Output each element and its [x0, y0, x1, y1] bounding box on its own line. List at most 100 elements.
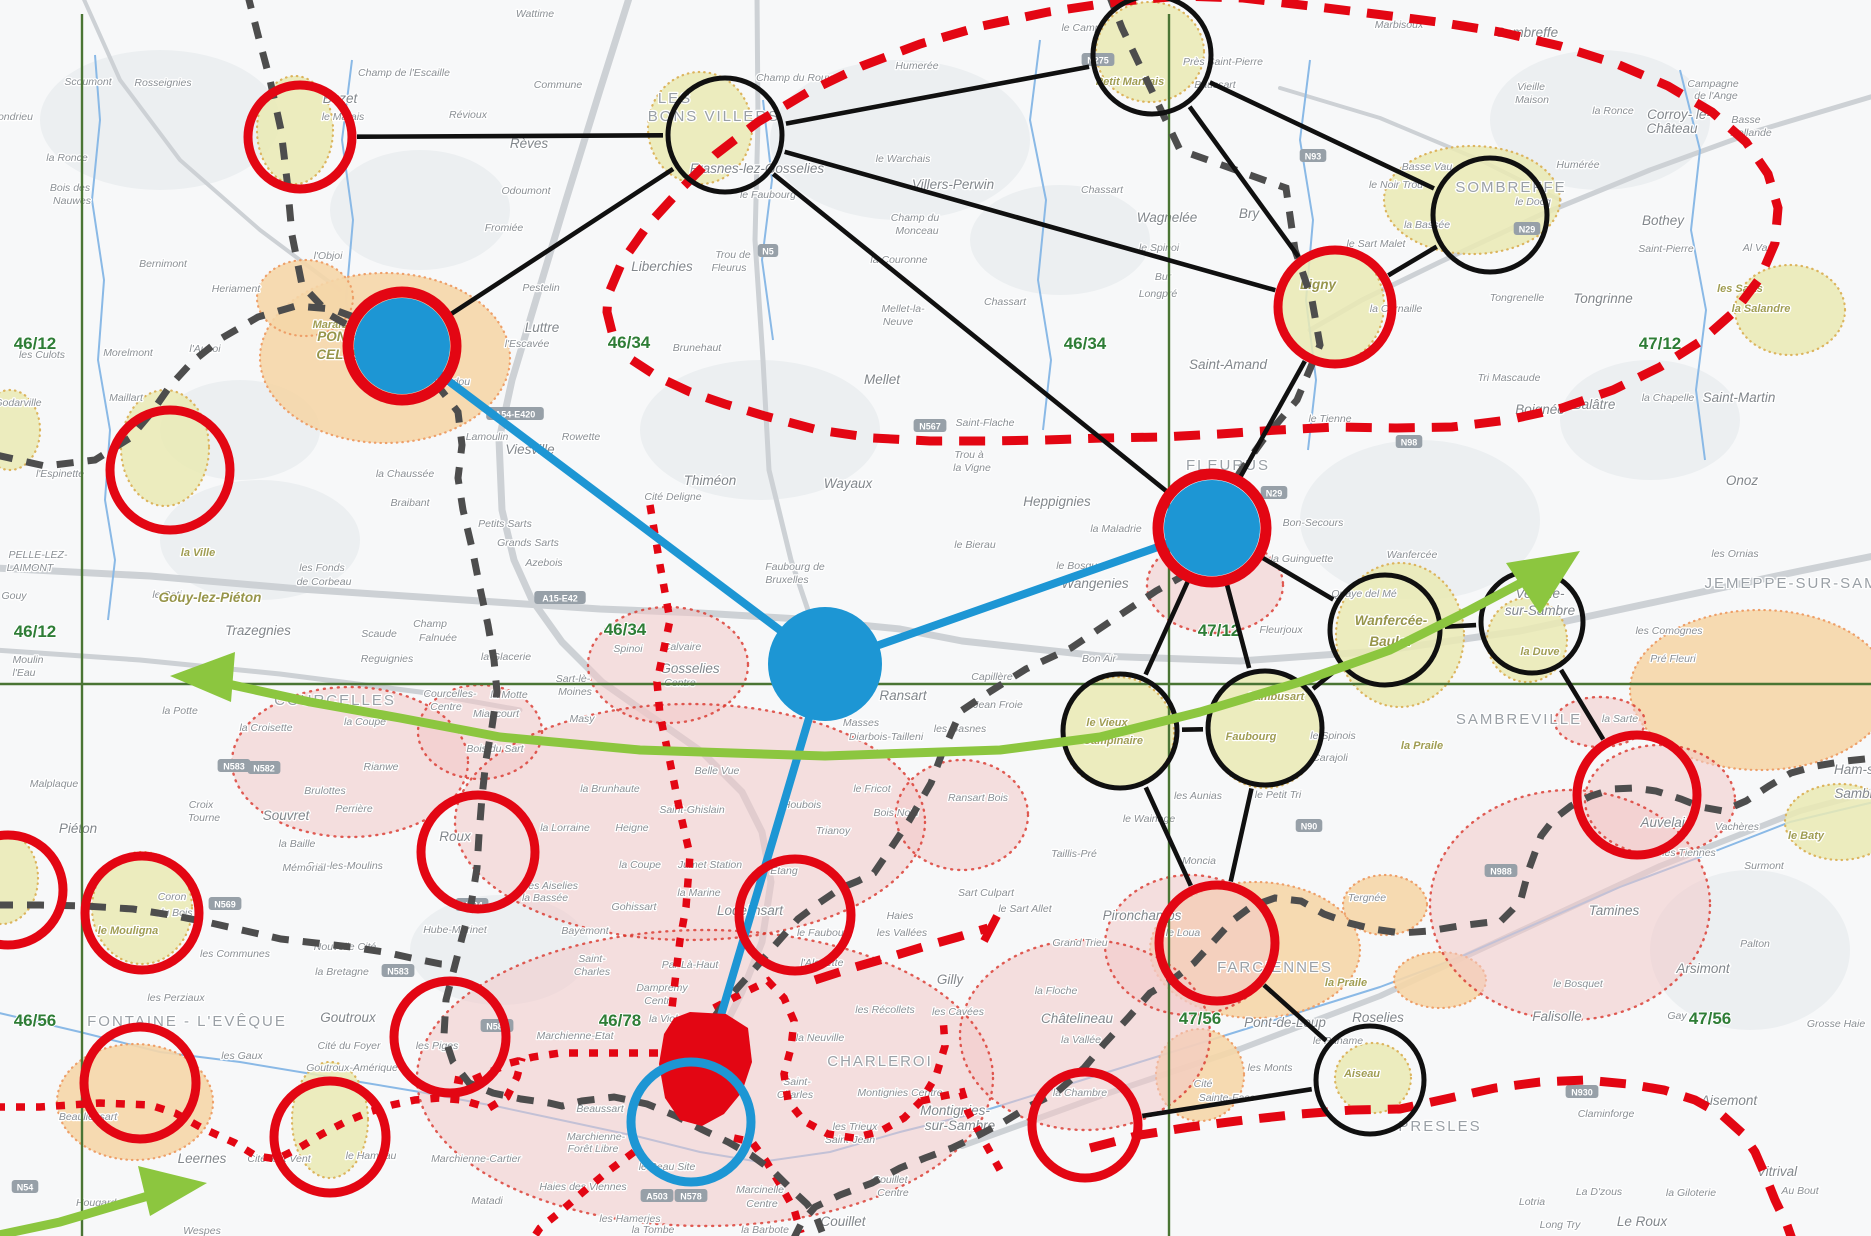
- node-le-vieux-campinaire: [1060, 671, 1180, 791]
- map-label: Ransart Bois: [948, 792, 1009, 804]
- map-label: le Camp: [1061, 22, 1100, 34]
- orange-zone: [1341, 873, 1429, 937]
- svg-text:N29: N29: [1266, 489, 1283, 499]
- svg-text:N54: N54: [17, 1183, 34, 1193]
- map-label: Lotria: [1519, 1196, 1545, 1208]
- node-ligny: [1273, 245, 1397, 369]
- map-label: la Tombe: [632, 1224, 675, 1236]
- map-label: les Monts: [1248, 1062, 1294, 1074]
- map-label: Champ du Roux: [756, 72, 833, 84]
- map-label: la Vigne: [953, 462, 991, 474]
- svg-text:N583: N583: [223, 762, 245, 772]
- map-label: Cité: [1194, 1078, 1213, 1090]
- map-label: Perrière: [335, 803, 373, 815]
- map-label: LAIMONT: [7, 562, 55, 574]
- red-route-end-tick: [980, 914, 1001, 943]
- map-label: Sart Culpart: [958, 887, 1015, 899]
- map-label: Charles: [574, 966, 611, 978]
- road-shield: N90: [1295, 819, 1323, 832]
- map-label: Piéton: [59, 821, 97, 836]
- map-label: Arsimont: [1675, 961, 1731, 976]
- southwest-arrow-head: [138, 1166, 207, 1216]
- map-label: Haies: [887, 910, 915, 922]
- map-label: Corroy- le-: [1647, 107, 1711, 122]
- map-label: Fleurjoux: [1259, 624, 1303, 636]
- map-label: Wanfercée-: [1355, 613, 1428, 628]
- map-label: Couillet: [872, 1174, 908, 1186]
- map-label: Champ du: [891, 212, 940, 224]
- network-edges-layer: [356, 64, 1606, 1119]
- map-label: les Récollets: [855, 1004, 915, 1016]
- map-label: Jean Froie: [972, 699, 1023, 711]
- map-label: Dampremy: [636, 982, 688, 994]
- map-label: Centre: [746, 1198, 778, 1210]
- urban-pink-border: [416, 683, 544, 781]
- map-label: Falnuée: [419, 632, 457, 644]
- road-shield: N567: [913, 419, 947, 432]
- map-label: Saint-Pierre: [1638, 243, 1694, 255]
- map-label: la Baille: [279, 838, 316, 850]
- link-frasnes-ligny: [784, 149, 1276, 293]
- map-label: Ransart: [879, 688, 928, 703]
- map-label: Basse: [1731, 114, 1760, 126]
- map-label: Au Bout: [1780, 1185, 1819, 1197]
- southwest-arrow-shaft: [0, 1191, 150, 1236]
- map-label: Braibant: [390, 497, 430, 509]
- map-label: Maillart: [109, 392, 144, 404]
- charleroi-core-polygon: [659, 1012, 752, 1126]
- map-label: Mellet-la-: [881, 303, 925, 315]
- map-label: Grands Sarts: [497, 537, 560, 549]
- map-label: Campagne: [1687, 78, 1739, 90]
- map-label: Longpré: [1139, 288, 1178, 300]
- map-label: Commune: [534, 79, 583, 91]
- map-label: SAMBREVILLE: [1456, 711, 1582, 728]
- map-label: Matadi: [471, 1195, 503, 1207]
- map-label: les Ornias: [1711, 548, 1759, 560]
- map-label: Tri Mascaude: [1478, 372, 1541, 384]
- link-lambusart-pironchamps: [1228, 788, 1254, 883]
- map-label: Etang: [770, 865, 798, 877]
- map-label: la Sarte: [1602, 713, 1638, 725]
- map-label: Hube-Marinet: [423, 924, 488, 936]
- map-label: Centre: [430, 701, 462, 713]
- map-label: la Duve: [1520, 646, 1559, 658]
- map-labels-layer: Wattime Scoumont Rosseignies Champ de l'Esc…: [0, 7, 1871, 1236]
- map-label: Brunehaut: [673, 342, 723, 354]
- map-label: Heriament: [212, 283, 262, 295]
- map-label: Saint-Martin: [1703, 390, 1776, 405]
- map-label: la Croisette: [239, 722, 292, 734]
- map-label: Forêt Libre: [568, 1143, 619, 1155]
- orange-zone: [1628, 608, 1871, 772]
- grid-layer: 46/12 46/34 46/34 47/12 46/12 46/34 47/12 46/56…: [0, 14, 1871, 1236]
- map-label: Bois des: [50, 182, 91, 194]
- map-label: Marcinelle: [736, 1184, 784, 1196]
- map-label: Centre: [644, 995, 676, 1007]
- map-label: la Floche: [1035, 985, 1078, 997]
- map-label: Palton: [1740, 938, 1770, 950]
- svg-text:N581: N581: [486, 1022, 508, 1032]
- map-label: la Vallée: [1061, 1034, 1101, 1046]
- map-label: Saint-Amand: [1189, 357, 1268, 372]
- sheet-number: 46/78: [599, 1011, 642, 1030]
- map-label: Faubourg: [1226, 731, 1277, 743]
- node-fleurus: [1164, 480, 1260, 576]
- red-dotted-route: [0, 1057, 526, 1163]
- khaki-zone: [1783, 782, 1871, 862]
- map-label: Frasnes-lez-Gosselies: [690, 161, 825, 176]
- map-label: la Guinguette: [1271, 553, 1334, 565]
- map-label: Mémorial: [282, 862, 326, 874]
- map-label: Taillis-Pré: [1051, 848, 1097, 860]
- map-label: Centre: [877, 1187, 909, 1199]
- node-la-chambre: [1027, 1067, 1143, 1183]
- map-label: Basse Vau: [1402, 161, 1453, 173]
- map-label: la Bretagne: [315, 966, 369, 978]
- urban-pink-zone: [588, 607, 748, 723]
- railway-dashed-route: [0, 302, 364, 470]
- map-label: Gouy: [1, 590, 27, 602]
- node-frasnes: [665, 75, 785, 195]
- map-label: Petit Marbais: [1096, 76, 1164, 88]
- map-label: Bernimont: [139, 258, 188, 270]
- map-label: Couillet: [820, 1214, 866, 1229]
- svg-text:A54-E420: A54-E420: [495, 410, 536, 420]
